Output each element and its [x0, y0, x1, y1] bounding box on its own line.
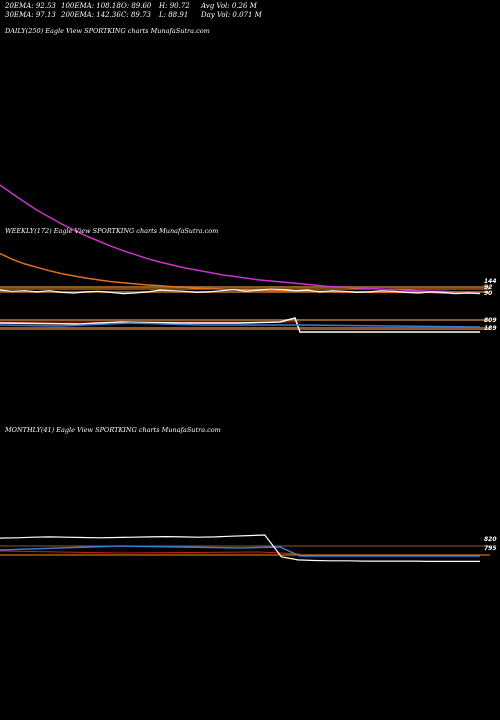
- monthly-red-line: [0, 550, 301, 555]
- strip-label-1: 809: [484, 317, 497, 324]
- monthly-lines-price-line: [0, 534, 480, 562]
- ema200-label: 200EMA: 142.36: [61, 11, 121, 19]
- high-label: H: 90.72: [159, 2, 190, 10]
- weekly-panel-title: WEEKLY(172) Eagle View SPORTKING charts …: [5, 227, 219, 235]
- monthly-label-2: 795: [484, 545, 497, 552]
- daily-panel-title: DAILY(250) Eagle View SPORTKING charts M…: [5, 27, 210, 35]
- weekly-lines-price-line: [0, 288, 481, 295]
- weekly-label-2: 92: [484, 284, 492, 291]
- weekly-band-lower: [0, 291, 490, 293]
- avg-vol-label: Avg Vol: 0.26 M: [201, 2, 257, 10]
- low-label: L: 88.91: [159, 11, 189, 19]
- open-label: O: 89.60: [121, 2, 152, 10]
- monthly-chart: 820 795: [0, 534, 497, 562]
- strip-label-2: 189: [484, 325, 497, 332]
- strip-band-1: [0, 319, 490, 321]
- strip-blue-line: [0, 322, 481, 328]
- close-label: C: 89.73: [121, 11, 151, 19]
- weekly-indicator-strip: 809 189: [0, 317, 497, 333]
- weekly-label-1: 144: [484, 278, 497, 285]
- monthly-label-1: 820: [484, 536, 497, 543]
- weekly-band-upper: [0, 286, 490, 288]
- day-vol-label: Day Vol: 0.071 M: [201, 11, 262, 19]
- ema20-label: 20EMA: 92.53: [5, 2, 56, 10]
- strip-price-line: [0, 317, 480, 333]
- monthly-panel-title: MONTHLY(41) Eagle View SPORTKING charts …: [5, 426, 221, 434]
- ema100-label: 100EMA: 108.18: [61, 2, 121, 10]
- weekly-chart: 144 92 90: [0, 184, 497, 297]
- monthly-blue-line: [0, 545, 480, 557]
- strip-band-2: [0, 327, 490, 330]
- weekly-lines-200ema-line: [0, 184, 480, 294]
- ema30-label: 30EMA: 97.13: [5, 11, 56, 19]
- weekly-label-3: 90: [484, 290, 492, 297]
